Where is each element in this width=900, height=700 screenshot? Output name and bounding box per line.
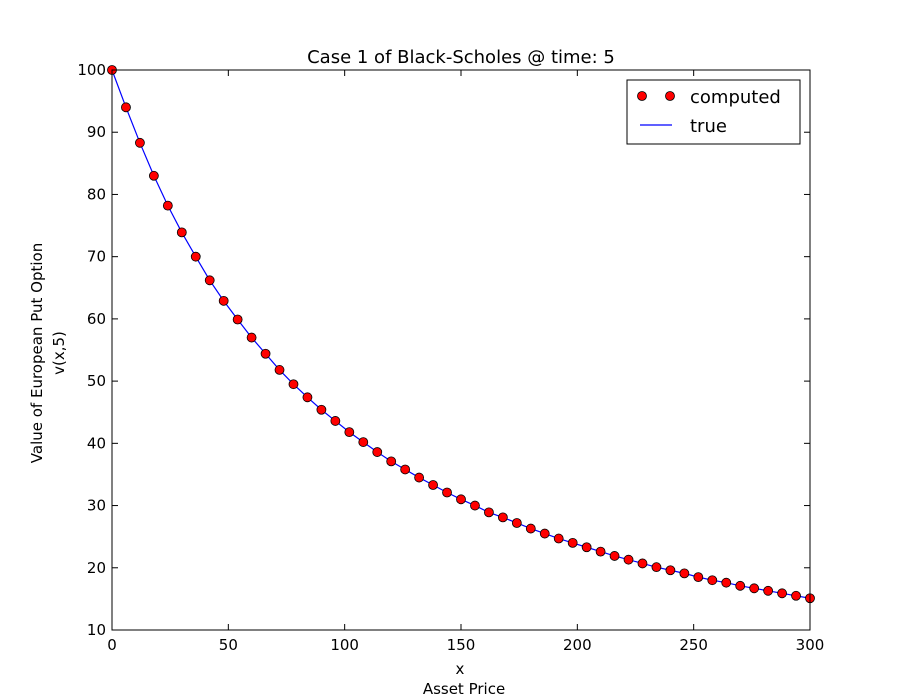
data-point-computed bbox=[693, 572, 704, 583]
data-point-computed bbox=[135, 137, 145, 148]
data-point-computed bbox=[567, 537, 578, 548]
data-point-computed bbox=[456, 494, 466, 505]
x-axis-sublabel: Asset Price bbox=[423, 680, 505, 698]
x-tick-label: 100 bbox=[330, 636, 359, 654]
data-point-computed bbox=[274, 365, 285, 375]
y-tick-label: 30 bbox=[87, 497, 106, 515]
data-point-computed bbox=[637, 558, 648, 569]
y-tick-label: 100 bbox=[77, 61, 106, 79]
data-point-computed bbox=[190, 251, 201, 262]
data-point-computed bbox=[470, 500, 480, 511]
y-axis-label: Value of European Put Option bbox=[28, 243, 46, 463]
data-point-computed bbox=[791, 590, 801, 601]
legend: computed true bbox=[626, 79, 801, 145]
data-point-computed bbox=[707, 575, 718, 586]
data-point-computed bbox=[511, 518, 522, 528]
data-point-computed bbox=[763, 585, 774, 596]
data-point-computed bbox=[260, 348, 271, 359]
y-tick-label: 70 bbox=[87, 248, 106, 266]
legend-computed-marker-icon bbox=[637, 91, 647, 101]
y-axis-sublabel: v(x,5) bbox=[50, 331, 68, 375]
legend-computed-label: computed bbox=[690, 87, 781, 108]
data-point-computed bbox=[525, 523, 536, 534]
data-point-computed bbox=[553, 533, 564, 544]
y-tick-label: 50 bbox=[87, 372, 106, 390]
data-point-computed bbox=[372, 447, 383, 457]
data-point-computed bbox=[232, 314, 243, 325]
x-tick-label: 50 bbox=[219, 636, 238, 654]
data-point-computed bbox=[414, 472, 425, 483]
legend-true-label: true bbox=[690, 116, 727, 137]
data-point-computed bbox=[609, 551, 620, 561]
axes: 0 50 100 150 200 250 300 10 20 30 40 50 60 70 80 90 100 bbox=[77, 61, 824, 654]
y-tick-label: 10 bbox=[87, 621, 106, 639]
data-point-computed bbox=[246, 332, 257, 343]
x-tick-label: 0 bbox=[107, 636, 117, 654]
data-point-computed bbox=[665, 565, 676, 576]
data-point-computed bbox=[162, 200, 173, 211]
data-point-computed bbox=[442, 487, 452, 498]
data-point-computed bbox=[218, 295, 229, 306]
data-point-computed bbox=[288, 379, 299, 390]
data-point-computed bbox=[497, 512, 508, 523]
data-point-computed bbox=[302, 392, 313, 403]
data-point-computed bbox=[358, 437, 369, 447]
y-tick-label: 40 bbox=[87, 434, 106, 452]
y-tick-label: 90 bbox=[87, 123, 106, 141]
data-point-computed bbox=[581, 542, 592, 553]
data-point-computed bbox=[121, 102, 131, 113]
data-point-computed bbox=[651, 562, 662, 573]
data-point-computed bbox=[330, 416, 341, 426]
legend-frame bbox=[626, 79, 801, 145]
x-tick-label: 300 bbox=[796, 636, 825, 654]
data-point-computed bbox=[623, 554, 634, 565]
plot-area bbox=[107, 65, 815, 604]
data-point-computed bbox=[400, 464, 411, 475]
data-point-computed bbox=[386, 456, 397, 467]
chart-title: Case 1 of Black-Scholes @ time: 5 bbox=[307, 47, 615, 68]
y-tick-label: 80 bbox=[87, 185, 106, 203]
data-point-computed bbox=[735, 580, 746, 591]
data-point-computed bbox=[204, 275, 215, 286]
data-point-computed bbox=[679, 568, 690, 579]
x-tick-label: 200 bbox=[563, 636, 592, 654]
data-point-computed bbox=[316, 404, 327, 415]
data-point-computed bbox=[749, 583, 760, 594]
data-point-computed bbox=[344, 427, 355, 438]
data-point-computed bbox=[176, 227, 187, 238]
data-point-computed bbox=[777, 588, 787, 599]
x-tick-label: 250 bbox=[679, 636, 708, 654]
data-point-computed bbox=[721, 577, 732, 588]
y-axis-label-group: Value of European Put Option v(x,5) bbox=[28, 243, 68, 463]
data-point-computed bbox=[428, 480, 438, 490]
data-point-computed bbox=[595, 546, 606, 557]
x-axis-label: x bbox=[456, 660, 465, 678]
y-tick-label: 20 bbox=[87, 559, 106, 577]
data-point-computed bbox=[539, 528, 550, 539]
data-point-computed bbox=[148, 170, 159, 181]
data-point-computed bbox=[484, 507, 494, 518]
x-tick-label: 150 bbox=[447, 636, 476, 654]
y-tick-label: 60 bbox=[87, 310, 106, 328]
legend-computed-marker-icon bbox=[665, 91, 675, 101]
